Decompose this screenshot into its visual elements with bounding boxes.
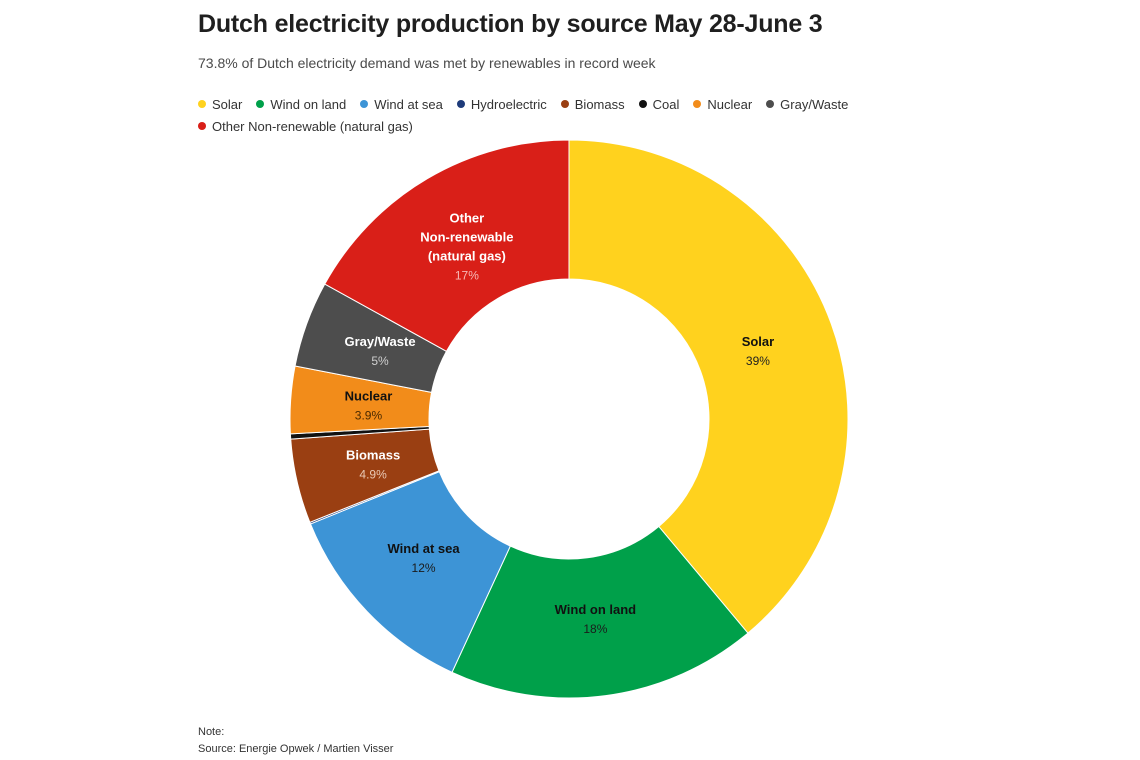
slice-label: Non-renewable (420, 229, 513, 244)
slice-label: Wind at sea (388, 541, 461, 556)
legend-swatch (198, 100, 206, 108)
legend-label: Coal (652, 97, 680, 112)
legend-label: Other Non-renewable (natural gas) (212, 119, 413, 134)
legend-label: Gray/Waste (780, 97, 849, 112)
legend-label: Wind at sea (374, 97, 443, 112)
slice-label: Other (450, 210, 485, 225)
slice-label: Gray/Waste (345, 334, 416, 349)
slice-value-label: 39% (746, 354, 770, 368)
legend-swatch (456, 100, 465, 108)
legend-swatch (638, 100, 647, 108)
donut-slice (309, 471, 511, 673)
legend-item: Coal (638, 94, 680, 116)
chart-legend: Solar Wind on land Wind at sea Hydroelectri… (198, 94, 888, 138)
legend-item: Hydroelectric (456, 94, 547, 116)
slice-label: Wind on land (555, 602, 637, 617)
legend-swatch (360, 100, 369, 108)
legend-label: Wind on land (270, 97, 347, 112)
slice-value-label: 18% (583, 622, 607, 636)
chart-title: Dutch electricity production by source M… (198, 10, 823, 38)
legend-item: Gray/Waste (766, 94, 848, 116)
legend-swatch (560, 100, 569, 108)
slice-label: (natural gas) (428, 248, 506, 263)
slice-value-label: 5% (371, 354, 389, 368)
slice-label: Solar (742, 334, 775, 349)
slice-value-label: 12% (412, 561, 436, 575)
source-label: Source: Energie Opwek / Martien Visser (198, 743, 394, 755)
legend-label: Nuclear (707, 97, 753, 112)
slice-value-label: 4.9% (359, 467, 387, 481)
legend-item: Biomass (560, 94, 625, 116)
legend-item: Wind on land (256, 94, 346, 116)
legend-swatch (198, 122, 206, 130)
donut-slice (324, 139, 570, 352)
legend-label: Biomass (574, 97, 625, 112)
legend-item: Other Non-renewable (natural gas) (198, 116, 413, 138)
legend-item: Nuclear (693, 94, 752, 116)
legend-swatch (693, 100, 702, 108)
slice-value-label: 3.9% (355, 409, 383, 423)
slice-label: Biomass (346, 447, 400, 462)
slice-label: Nuclear (345, 389, 393, 404)
donut-slice (451, 525, 749, 699)
legend-swatch (766, 100, 775, 108)
donut-slice (568, 139, 849, 634)
legend-label: Hydroelectric (470, 97, 547, 112)
legend-swatch (256, 100, 265, 108)
legend-label: Solar (212, 97, 243, 112)
chart-subtitle: 73.8% of Dutch electricity demand was me… (198, 55, 656, 71)
legend-item: Wind at sea (360, 94, 443, 116)
note-label: Note: (198, 726, 225, 738)
chart-footnote: Note: Source: Energie Opwek / Martien Vi… (198, 724, 393, 758)
slice-value-label: 17% (455, 268, 479, 282)
legend-item: Solar (198, 94, 242, 116)
